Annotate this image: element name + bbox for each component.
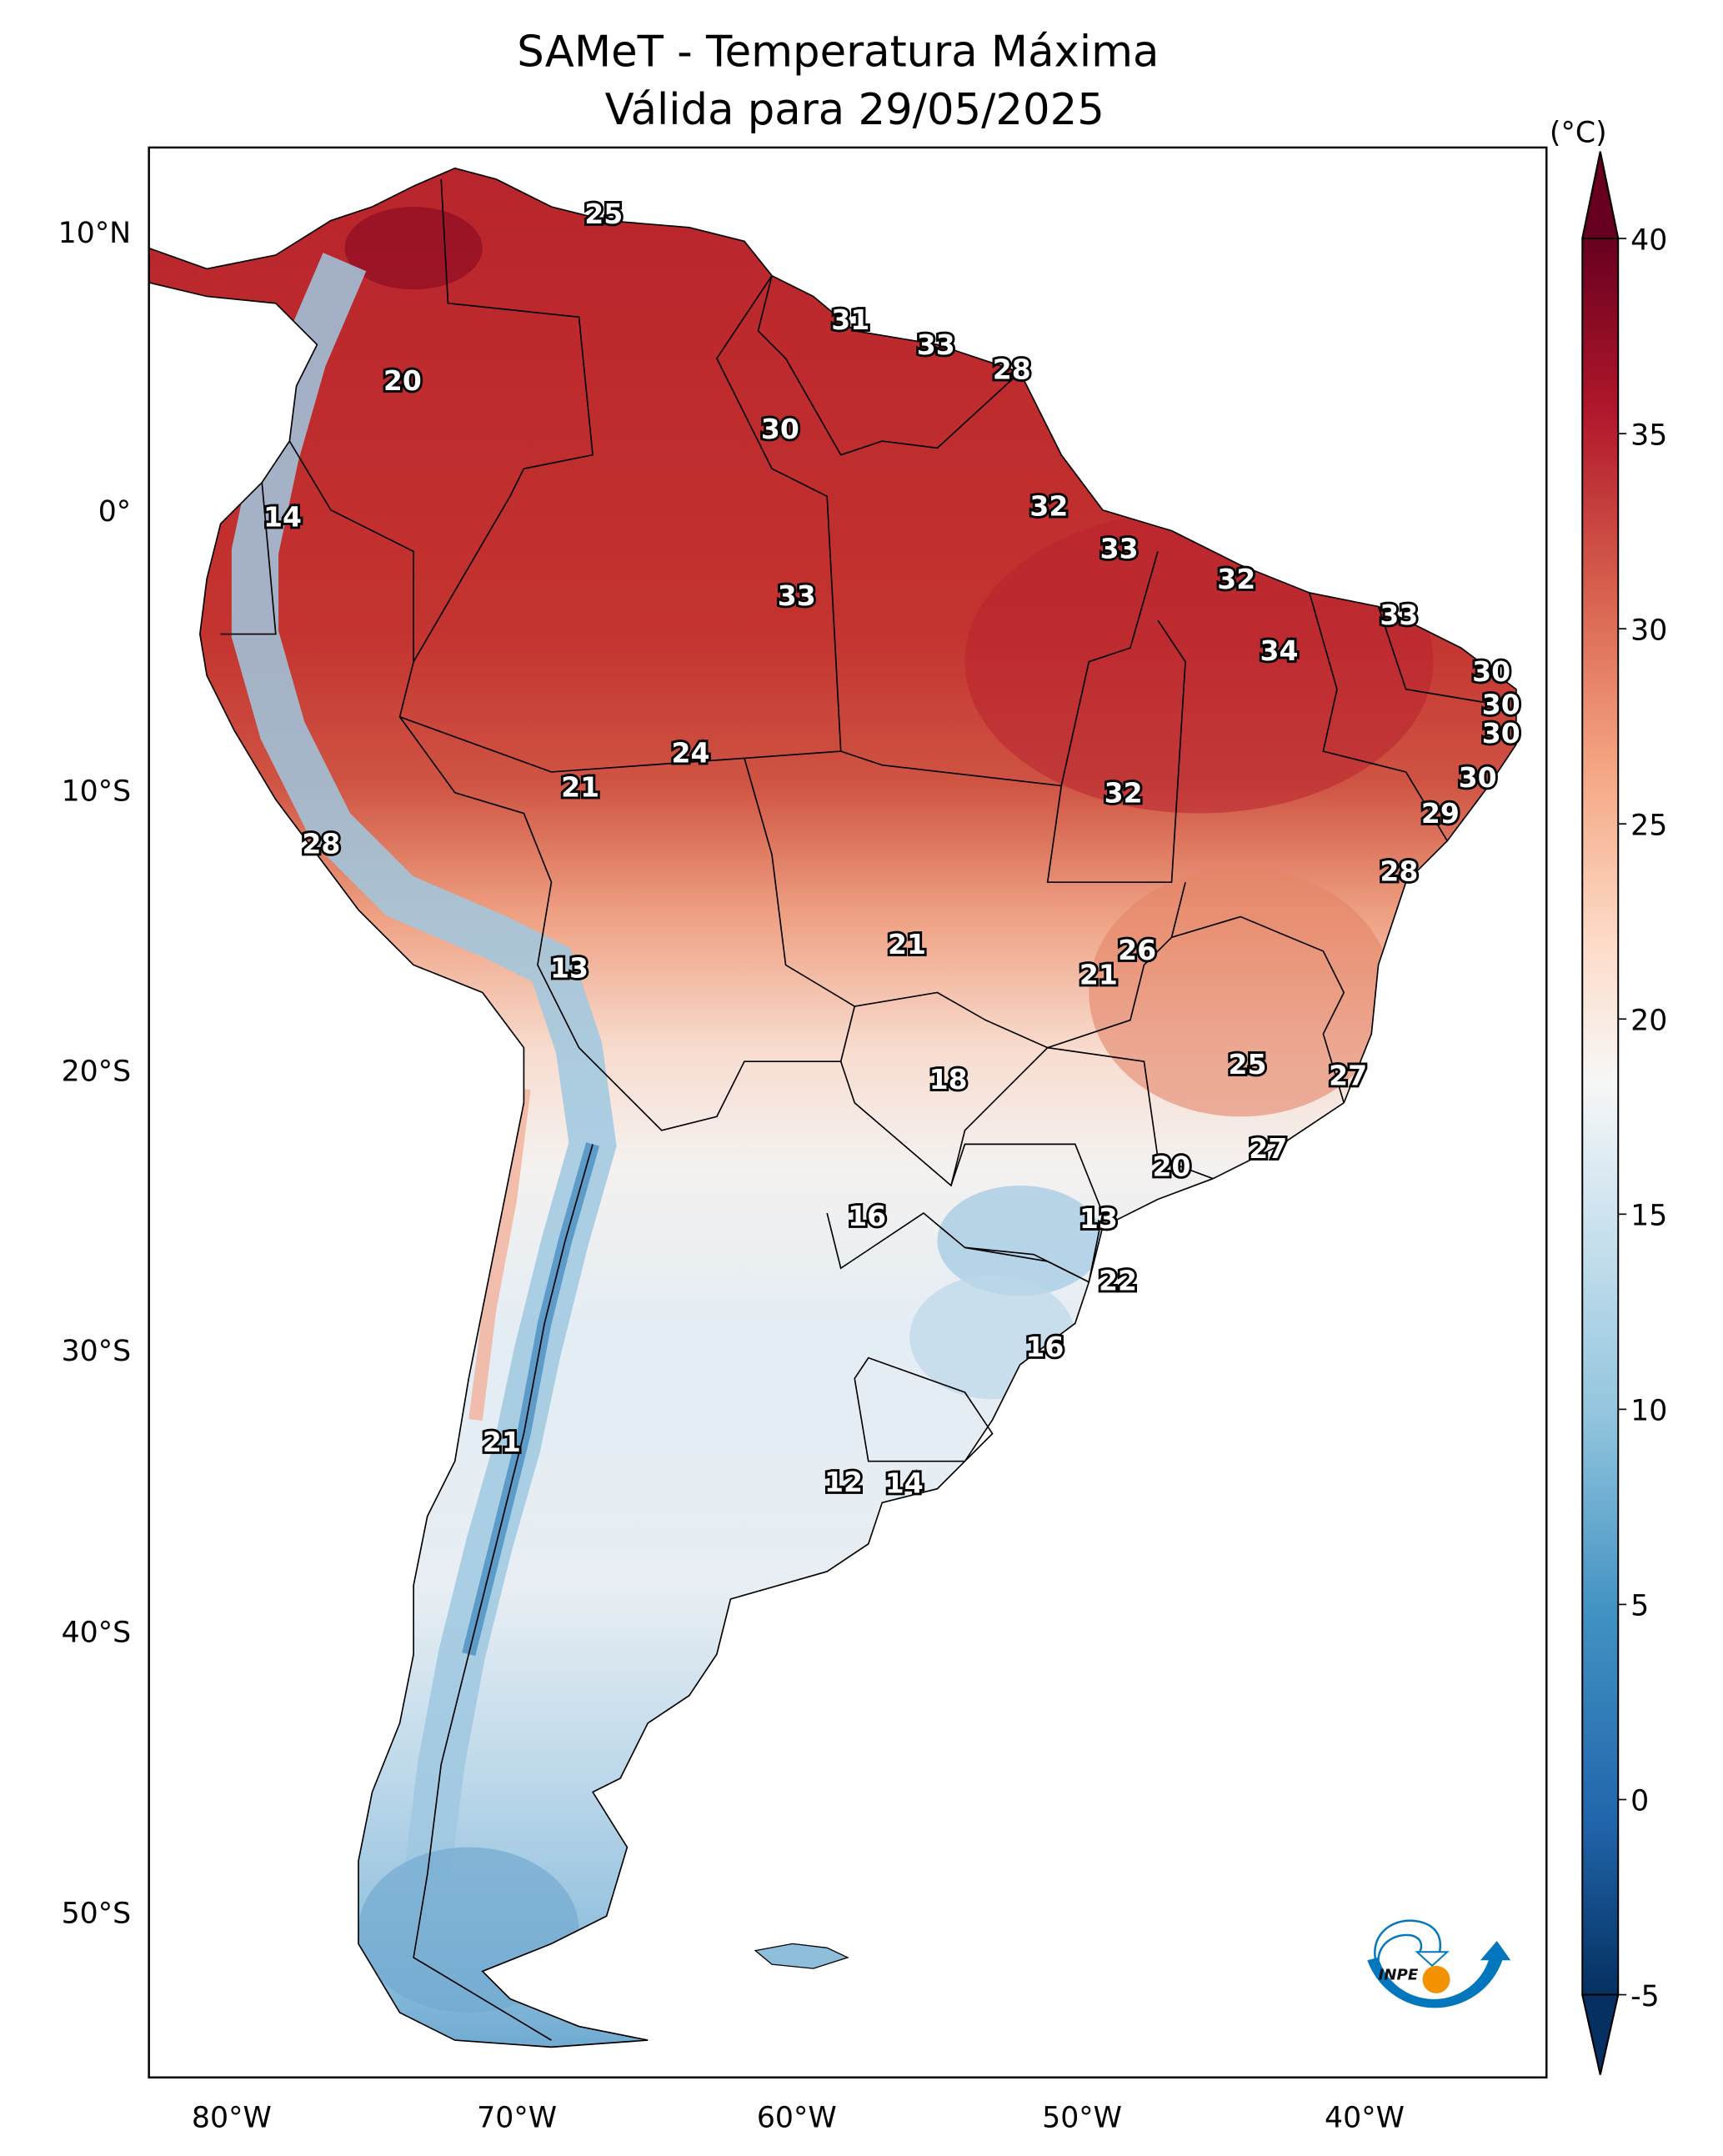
colorbar-tick-label: 15 <box>1630 1200 1667 1233</box>
inpe-logo: INPE <box>1367 1919 1511 2008</box>
lon-tick-label: 40°W <box>1325 2101 1405 2134</box>
inpe-logo-text: INPE <box>1379 1966 1419 1983</box>
longitude-axis: 80°W 70°W 60°W 50°W 40°W <box>192 2101 1405 2134</box>
station-temperature-label: 33 <box>1380 599 1418 631</box>
lon-tick-label: 70°W <box>477 2101 557 2134</box>
station-temperature-label: 14 <box>263 501 302 534</box>
station-temperature-label: 21 <box>561 771 599 804</box>
country-borders <box>220 178 1489 2041</box>
station-temperature-label: 33 <box>1100 533 1139 565</box>
station-temperature-label: 22 <box>1099 1265 1137 1297</box>
colorbar-tick-label: -5 <box>1630 1980 1660 2013</box>
lat-tick-label: 20°S <box>62 1055 132 1088</box>
lat-tick-label: 10°S <box>62 775 132 809</box>
station-temperature-label: 32 <box>1217 563 1255 595</box>
station-temperature-label: 20 <box>383 364 422 397</box>
lat-tick-label: 30°S <box>62 1335 132 1368</box>
station-temperature-label: 16 <box>1025 1331 1064 1363</box>
station-temperature-label: 12 <box>824 1466 863 1498</box>
colorbar-tick-label: 40 <box>1630 223 1667 257</box>
lat-tick-label: 10°N <box>58 217 132 250</box>
station-temperature-label: 21 <box>888 928 926 960</box>
colorbar: (°C) 40 35 30 25 20 15 10 5 0 -5 <box>1550 116 1667 2075</box>
station-temperature-label: 31 <box>831 303 869 336</box>
map-subtitle: Válida para 29/05/2025 <box>605 85 1104 135</box>
station-temperature-label: 33 <box>917 328 955 361</box>
station-temperature-label: 28 <box>993 353 1031 386</box>
colorbar-tick-label: 10 <box>1630 1395 1667 1428</box>
latitude-axis: 10°N 0° 10°S 20°S 30°S 40°S 50°S <box>58 217 132 1931</box>
station-temperature-label: 13 <box>550 951 589 984</box>
colorbar-extend-max <box>1581 151 1620 240</box>
station-temperature-label: 30 <box>1472 655 1510 688</box>
station-temperature-label: 13 <box>1079 1202 1118 1235</box>
colorbar-extend-min <box>1581 1993 1620 2075</box>
station-temperature-label: 34 <box>1260 634 1298 667</box>
station-temperature-label: 32 <box>1029 489 1068 522</box>
colorbar-tick-label: 30 <box>1630 614 1667 647</box>
lon-tick-label: 60°W <box>757 2101 837 2134</box>
colorbar-tick-label: 5 <box>1630 1590 1649 1623</box>
station-temperature-label: 20 <box>1153 1150 1191 1182</box>
station-temperature-label: 25 <box>1228 1048 1266 1081</box>
lat-tick-label: 50°S <box>62 1898 132 1931</box>
station-temperature-label: 30 <box>1482 688 1520 720</box>
colorbar-tick-label: 35 <box>1630 419 1667 452</box>
colorbar-tick-label: 20 <box>1630 1004 1667 1037</box>
station-temperature-label: 26 <box>1118 934 1156 966</box>
map-frame <box>148 146 1548 2078</box>
station-temperature-label: 28 <box>1380 855 1418 888</box>
station-temperature-label: 21 <box>1079 959 1118 991</box>
lat-tick-label: 0° <box>98 495 131 529</box>
temperature-field <box>148 168 1516 2048</box>
station-temperature-label: 28 <box>302 827 340 860</box>
station-temperature-label: 32 <box>1104 776 1143 809</box>
station-temperature-label: 29 <box>1421 797 1460 830</box>
colorbar-unit: (°C) <box>1550 116 1607 149</box>
colorbar-bar <box>1581 151 1620 2075</box>
station-temperature-label: 18 <box>929 1063 968 1096</box>
station-temperature-label: 24 <box>671 736 709 769</box>
station-temperature-label: 33 <box>778 579 816 612</box>
station-temperature-label: 25 <box>584 198 623 230</box>
station-temperature-label: 27 <box>1329 1059 1367 1091</box>
station-temperature-label: 30 <box>1482 717 1520 750</box>
lon-tick-label: 50°W <box>1042 2101 1122 2134</box>
station-temperature-label: 21 <box>483 1426 521 1458</box>
station-temperature-label: 30 <box>761 413 799 445</box>
lon-tick-label: 80°W <box>192 2101 272 2134</box>
colorbar-tick-label: 25 <box>1630 809 1667 842</box>
station-temperature-label: 14 <box>885 1467 924 1500</box>
lat-tick-label: 40°S <box>62 1616 132 1649</box>
station-temperature-label: 27 <box>1249 1132 1287 1165</box>
colorbar-tick-label: 0 <box>1630 1785 1649 1818</box>
station-temperature-label: 16 <box>848 1200 886 1232</box>
falkland-islands <box>754 1943 849 1969</box>
station-temperature-label: 30 <box>1459 761 1497 794</box>
map-title: SAMeT - Temperatura Máxima <box>517 27 1159 77</box>
